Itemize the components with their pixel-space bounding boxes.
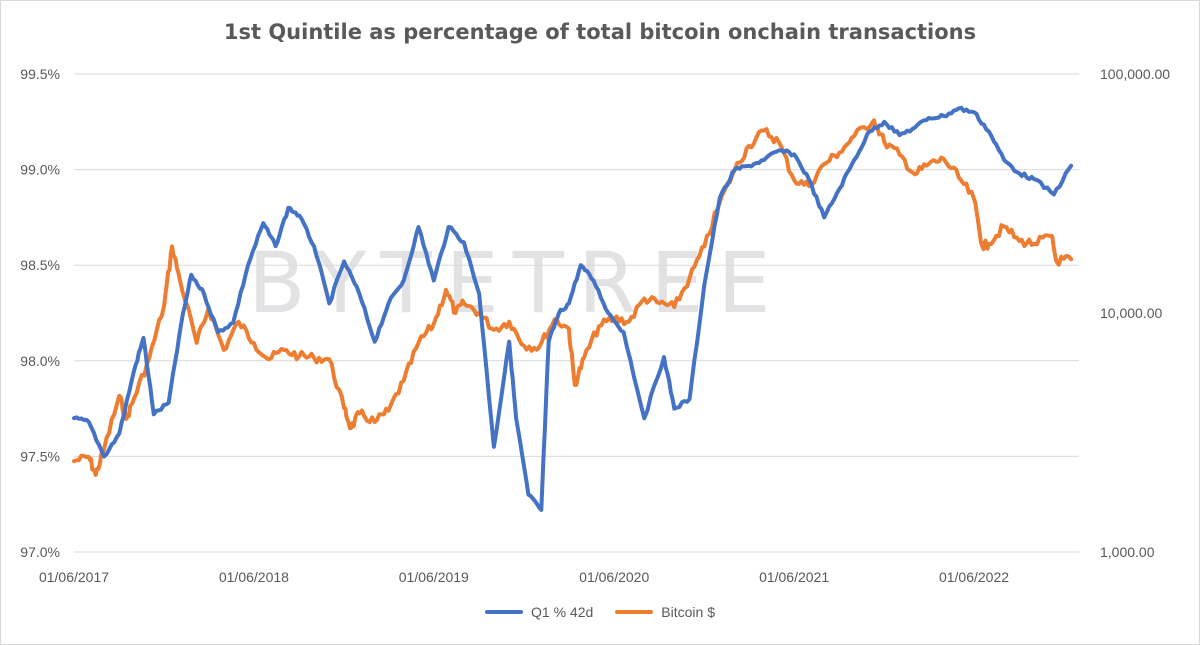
left-tick-label: 97.0% xyxy=(20,544,60,560)
right-tick-label: 100,000.00 xyxy=(1100,66,1170,82)
left-tick-label: 98.5% xyxy=(20,257,60,273)
right-tick-label: 10,000.00 xyxy=(1100,305,1162,321)
legend-item-bitcoin: Bitcoin $ xyxy=(615,604,715,620)
series-layer xyxy=(72,105,1074,512)
x-tick-label: 01/06/2017 xyxy=(39,569,109,585)
x-tick-label: 01/06/2021 xyxy=(759,569,829,585)
legend-swatch-bitcoin xyxy=(615,610,654,614)
legend-label-q1: Q1 % 42d xyxy=(531,604,594,620)
legend-label-bitcoin: Bitcoin $ xyxy=(661,604,715,620)
x-tick-label: 01/06/2022 xyxy=(939,569,1009,585)
left-axis: 97.0% 97.5% 98.0% 98.5% 99.0% 99.5% xyxy=(20,66,60,560)
legend-swatch-q1 xyxy=(485,610,524,614)
chart-title: 1st Quintile as percentage of total bitc… xyxy=(223,20,977,44)
gridlines xyxy=(74,73,1079,553)
right-tick-label: 1,000.00 xyxy=(1100,544,1155,560)
x-tick-label: 01/06/2020 xyxy=(579,569,649,585)
x-tick-label: 01/06/2018 xyxy=(219,569,289,585)
left-tick-label: 99.0% xyxy=(20,162,60,178)
x-axis: 01/06/2017 01/06/2018 01/06/2019 01/06/2020… xyxy=(39,569,1009,585)
left-tick-label: 98.0% xyxy=(20,353,60,369)
legend: Q1 % 42d Bitcoin $ xyxy=(0,604,1200,620)
series-line-q1 xyxy=(72,105,1074,512)
right-axis: 1,000.00 10,000.00 100,000.00 xyxy=(1100,66,1170,560)
left-tick-label: 97.5% xyxy=(20,448,60,464)
legend-item-q1: Q1 % 42d xyxy=(485,604,593,620)
x-tick-label: 01/06/2019 xyxy=(399,569,469,585)
left-tick-label: 99.5% xyxy=(20,66,60,82)
